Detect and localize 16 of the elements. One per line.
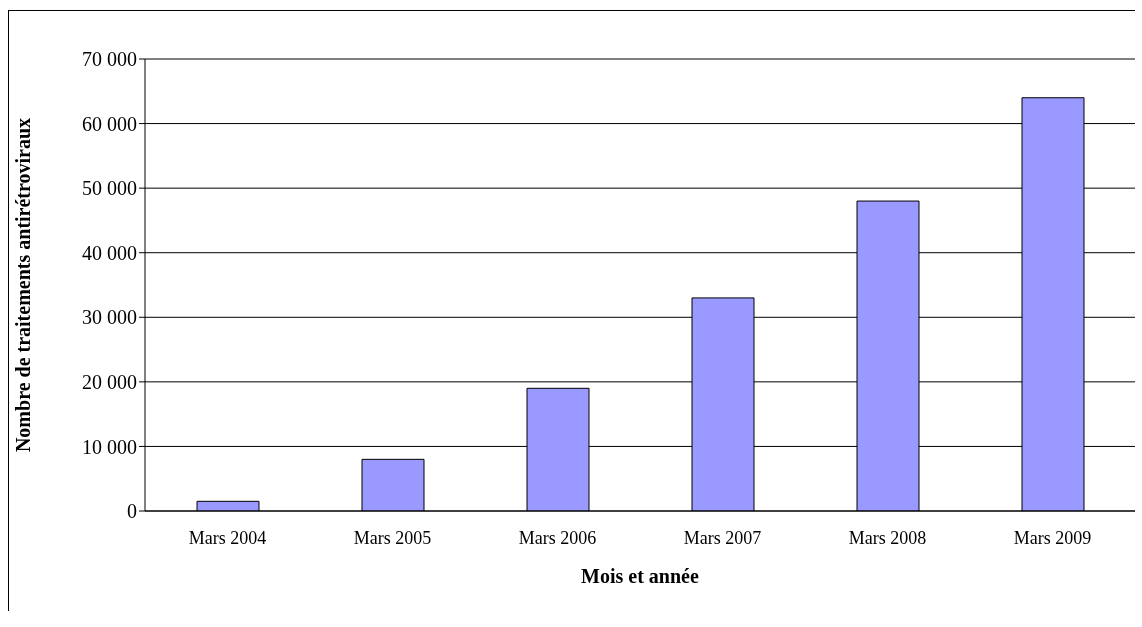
x-tick-label: Mars 2006	[518, 527, 597, 548]
x-tick-label: Mars 2005	[353, 527, 432, 548]
y-axis-title: Nombre de traitements antirétroviraux	[12, 117, 35, 453]
y-tick-label: 30 000	[82, 306, 137, 329]
y-tick-label: 20 000	[82, 370, 137, 393]
x-tick-label: Mars 2008	[848, 527, 927, 548]
x-tick-label: Mars 2007	[683, 527, 762, 548]
y-tick-label: 10 000	[82, 435, 137, 458]
y-tick-label: 50 000	[82, 177, 137, 200]
y-tick-label: 0	[127, 500, 137, 523]
y-tick-label: 70 000	[82, 48, 137, 71]
x-tick-label: Mars 2009	[1013, 527, 1092, 548]
x-tick-label: Mars 2004	[188, 527, 267, 548]
x-axis-title: Mois et année	[581, 565, 699, 587]
y-tick-label: 40 000	[82, 241, 137, 264]
y-tick-label: 60 000	[82, 112, 137, 135]
